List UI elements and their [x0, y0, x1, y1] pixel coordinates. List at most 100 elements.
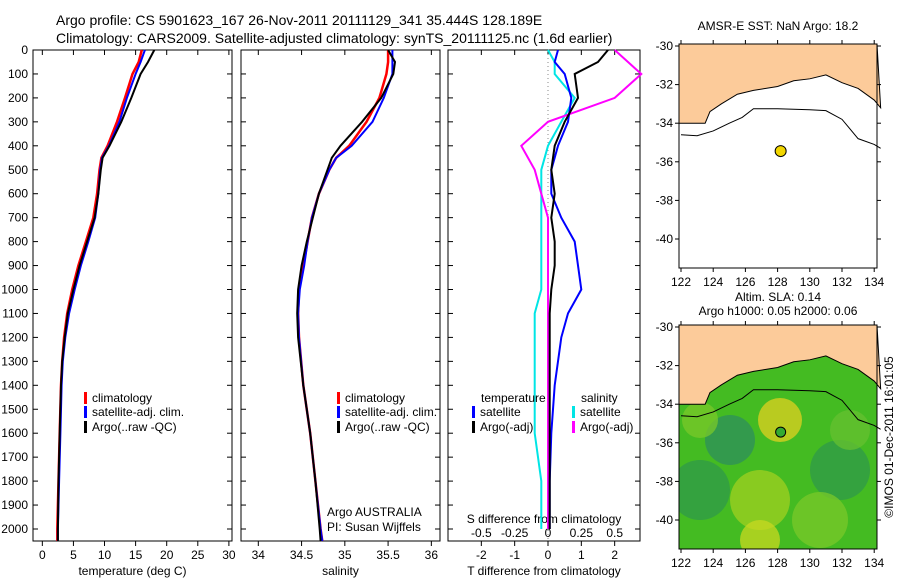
lon-tick-label: 130: [800, 556, 820, 570]
map-title-2-0: Altim. SLA: 0.14: [735, 290, 821, 304]
depth-tick-label: 1800: [1, 474, 28, 488]
depth-tick-label: 500: [8, 163, 28, 177]
temperature-argo-diff-line: [548, 49, 609, 529]
legend-satellite-clim-swatch: [84, 406, 87, 418]
land-polygon: [678, 43, 882, 124]
sla-blob: [792, 492, 848, 548]
lat-tick-label: -40: [656, 513, 674, 527]
depth-tick-label: 0: [21, 43, 28, 57]
s-tick-label: 0.5: [606, 526, 623, 540]
depth-tick-label: 1100: [2, 306, 28, 320]
lat-tick-label: -30: [656, 39, 674, 53]
depth-tick-label: 2000: [1, 522, 28, 536]
legend-argo-swatch: [84, 421, 87, 433]
depth-tick-label: 1000: [1, 283, 28, 297]
x-tick-label: 15: [129, 548, 143, 562]
plot-frame-1: [32, 49, 233, 542]
lon-tick-label: 128: [768, 556, 788, 570]
sla-blob: [740, 520, 780, 549]
lat-tick-label: -30: [656, 320, 674, 334]
depth-tick-label: 1600: [1, 426, 28, 440]
x-tick-label: 34: [252, 548, 266, 562]
climatology-line: [296, 50, 390, 542]
lat-tick-label: -36: [656, 155, 674, 169]
lon-tick-label: 132: [832, 556, 852, 570]
depth-tick-label: 100: [8, 67, 28, 81]
lat-tick-label: -32: [656, 78, 674, 92]
lon-tick-label: 126: [735, 556, 755, 570]
lon-tick-label: 134: [864, 556, 884, 570]
legend-salinity-heading: salinity: [581, 391, 618, 405]
legend-temperature-heading: temperature: [481, 391, 546, 405]
sla-blob: [810, 440, 870, 500]
lon-tick-label: 132: [832, 275, 852, 289]
lon-tick-label: 126: [735, 275, 755, 289]
x-tick-label: 0: [39, 548, 46, 562]
annotation-pi: PI: Susan Wijffels: [327, 520, 421, 534]
s-tick-label: -0.5: [471, 526, 492, 540]
depth-tick-label: 1400: [1, 378, 28, 392]
legend-t-satellite-swatch: [472, 406, 475, 418]
s-axis-label: S difference from climatology: [467, 512, 622, 526]
lon-tick-label: 124: [703, 556, 723, 570]
legend-argo-label: Argo(..raw -QC): [345, 420, 430, 434]
legend-argo-swatch: [337, 421, 340, 433]
legend-climatology-swatch: [337, 392, 340, 404]
lat-tick-label: -40: [656, 232, 674, 246]
x-axis-label: temperature (deg C): [78, 564, 186, 578]
legend-t-argo-swatch: [472, 421, 475, 433]
s-tick-label: -0.25: [501, 526, 529, 540]
legend-s-argo-label: Argo(-adj): [580, 420, 633, 434]
lon-tick-label: 130: [800, 275, 820, 289]
plot-frame-3: [447, 49, 641, 542]
depth-tick-label: 800: [8, 235, 28, 249]
satellite-clim-line: [297, 50, 394, 542]
lon-tick-label: 122: [671, 556, 691, 570]
depth-tick-label: 1200: [1, 330, 28, 344]
legend-s-argo-swatch: [572, 421, 575, 433]
depth-tick-label: 1700: [1, 450, 28, 464]
sla-blob: [758, 398, 802, 442]
x-tick-label: 1: [578, 548, 585, 562]
legend-satellite-clim-label: satellite-adj. clim.: [92, 405, 184, 419]
x-tick-label: 34.5: [290, 548, 314, 562]
argo-float-marker: [775, 426, 787, 438]
sla-blob: [730, 470, 790, 530]
depth-tick-label: 1500: [1, 402, 28, 416]
depth-tick-label: 700: [8, 211, 28, 225]
x-tick-label: 36: [425, 548, 439, 562]
lon-tick-label: 128: [768, 275, 788, 289]
x-tick-label: 2: [611, 548, 618, 562]
depth-tick-label: 300: [8, 115, 28, 129]
sla-blob: [679, 460, 730, 520]
x-tick-label: 10: [98, 548, 112, 562]
legend-climatology-label: climatology: [92, 391, 152, 405]
climatology-line: [56, 49, 144, 541]
x-tick-label: -1: [509, 548, 520, 562]
temperature-satellite-diff-line: [548, 49, 583, 529]
lat-tick-label: -34: [656, 397, 674, 411]
title-line-1: Argo profile: CS 5901623_167 26-Nov-2011…: [56, 12, 543, 28]
s-tick-label: 0.25: [570, 526, 594, 540]
x-tick-label: 35: [338, 548, 352, 562]
argo-line: [56, 49, 156, 541]
legend-t-satellite-label: satellite: [480, 405, 521, 419]
legend-argo-label: Argo(..raw -QC): [92, 420, 177, 434]
x-tick-label: 35.5: [376, 548, 400, 562]
lat-tick-label: -38: [656, 193, 674, 207]
lon-tick-label: 122: [671, 275, 691, 289]
lon-tick-label: 124: [703, 275, 723, 289]
s-tick-label: 0: [545, 526, 552, 540]
x-tick-label: -2: [476, 548, 487, 562]
argo-line: [296, 49, 397, 542]
legend-climatology-label: climatology: [345, 391, 405, 405]
depth-tick-label: 200: [8, 91, 28, 105]
depth-tick-label: 1300: [1, 354, 28, 368]
salinity-argo-diff-line: [520, 49, 643, 529]
x-axis-label: T difference from climatology: [467, 564, 621, 578]
map-title-1-0: AMSR-E SST: NaN Argo: 18.2: [698, 19, 859, 33]
x-tick-label: 5: [70, 548, 77, 562]
x-tick-label: 20: [160, 548, 174, 562]
